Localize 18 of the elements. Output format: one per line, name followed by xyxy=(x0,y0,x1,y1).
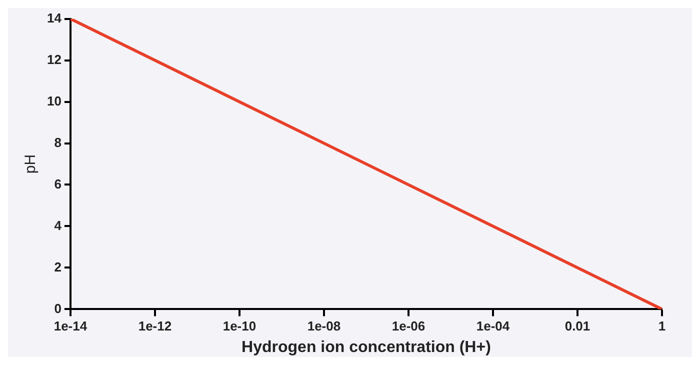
y-axis-title: pH xyxy=(22,154,40,174)
x-tick-label: 1e-12 xyxy=(138,318,172,334)
x-tick-label: 1e-04 xyxy=(476,318,510,334)
y-tick-label: 10 xyxy=(46,93,62,108)
x-axis-title: Hydrogen ion concentration (H+) xyxy=(242,338,491,356)
x-tick-label: 0.01 xyxy=(564,318,590,334)
y-tick-label: 0 xyxy=(54,300,62,316)
y-tick-label: 4 xyxy=(54,218,62,233)
x-tick-label: 1 xyxy=(658,318,666,334)
x-tick-label: 1e-10 xyxy=(222,318,256,334)
x-tick-label: 1e-06 xyxy=(392,318,426,334)
x-tick-label: 1e-08 xyxy=(307,318,341,334)
y-tick-label: 6 xyxy=(54,176,62,192)
y-tick-label: 12 xyxy=(46,52,62,67)
y-tick-label: 14 xyxy=(46,10,62,26)
x-tick-label: 1e-14 xyxy=(54,318,88,334)
y-tick-label: 2 xyxy=(54,259,62,274)
y-tick-label: 8 xyxy=(54,134,62,150)
